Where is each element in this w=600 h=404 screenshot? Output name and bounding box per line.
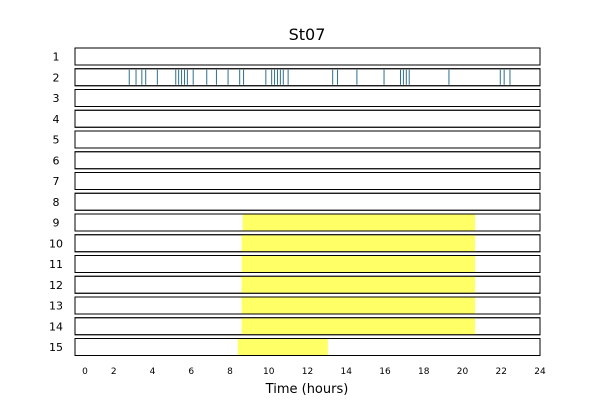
row-label: 9	[53, 217, 60, 230]
row-border	[74, 296, 541, 315]
raster-row: 13	[49, 296, 541, 315]
row-label: 6	[53, 154, 60, 167]
row-border	[74, 338, 541, 356]
row-frame	[74, 151, 541, 170]
x-axis-ticks: 0 2 4 6 8 10 12 14 16 18 20 22 24	[82, 367, 546, 377]
raster-row: 12	[49, 275, 541, 294]
row-border	[74, 68, 541, 87]
row-border	[74, 172, 541, 190]
row-frame	[74, 109, 541, 128]
x-tick-label: 22	[496, 367, 507, 377]
row-label: 3	[53, 92, 60, 105]
row-label: 15	[49, 341, 63, 354]
chart-title: St07	[289, 25, 326, 44]
activity-span	[241, 235, 476, 252]
x-tick-label: 0	[82, 367, 88, 377]
row-label: 2	[53, 71, 60, 84]
row-border	[74, 151, 541, 170]
row-frame	[74, 89, 541, 107]
raster-row: 1	[53, 47, 541, 66]
x-tick-label: 10	[263, 367, 275, 377]
row-frame	[74, 192, 541, 211]
row-border	[74, 317, 541, 336]
row-border	[74, 213, 541, 232]
activity-span	[241, 276, 476, 293]
raster-row: 4	[53, 109, 541, 128]
row-frame	[74, 47, 541, 66]
row-label: 1	[53, 51, 60, 64]
row-label: 11	[49, 258, 63, 271]
x-tick-label: 8	[227, 367, 233, 377]
row-border	[74, 109, 541, 128]
x-tick-label: 24	[534, 367, 546, 377]
x-tick-label: 2	[111, 367, 117, 377]
raster-row: 9	[53, 213, 541, 232]
raster-row: 6	[53, 151, 541, 170]
raster-row: 11	[49, 255, 541, 273]
row-label: 4	[53, 113, 60, 126]
raster-row: 7	[53, 172, 541, 190]
row-label: 12	[49, 279, 63, 292]
raster-row: 15	[49, 338, 541, 356]
row-label: 13	[49, 300, 63, 313]
row-label: 14	[49, 320, 63, 333]
raster-row: 2	[53, 68, 541, 87]
activity-span	[242, 214, 476, 231]
x-tick-label: 16	[379, 367, 391, 377]
row-border	[74, 255, 541, 273]
row-frame	[74, 68, 541, 87]
row-border	[74, 89, 541, 107]
raster-row: 14	[49, 317, 541, 336]
raster-row: 8	[53, 192, 541, 211]
activity-span	[237, 339, 328, 355]
row-label: 8	[53, 196, 60, 209]
row-label: 10	[49, 237, 63, 250]
raster-row: 5	[53, 130, 541, 149]
x-axis-label: Time (hours)	[265, 382, 349, 397]
x-tick-label: 18	[418, 367, 430, 377]
row-border	[74, 234, 541, 253]
row-label: 5	[53, 134, 60, 147]
x-tick-label: 20	[457, 367, 469, 377]
x-tick-label: 12	[302, 367, 313, 377]
row-border	[74, 47, 541, 66]
activity-span	[241, 318, 476, 335]
row-border	[74, 130, 541, 149]
row-frame	[74, 172, 541, 190]
row-frame	[74, 130, 541, 149]
activity-span	[241, 297, 476, 314]
activity-span	[241, 256, 476, 272]
row-label: 7	[53, 175, 60, 188]
x-tick-label: 14	[341, 367, 353, 377]
x-tick-label: 6	[188, 367, 194, 377]
row-border	[74, 192, 541, 211]
x-tick-label: 4	[150, 367, 156, 377]
raster-row: 10	[49, 234, 541, 253]
row-border	[74, 275, 541, 294]
raster-row: 3	[53, 89, 541, 107]
